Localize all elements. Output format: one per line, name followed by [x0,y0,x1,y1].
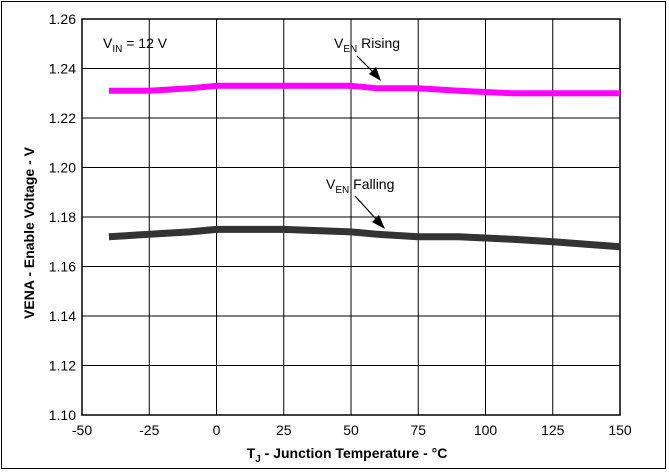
plot-area [81,18,621,416]
series-label-falling: VEN Falling [326,176,394,196]
x-tick-label: 75 [410,422,426,438]
x-tick-label: 150 [608,422,632,438]
series-line-falling [108,225,621,251]
y-tick-label: 1.12 [49,358,76,374]
x-tick-label: 100 [474,422,498,438]
x-tick-label: 25 [276,422,292,438]
y-tick-label: 1.10 [49,407,76,423]
series-lines [108,82,621,251]
x-tick-label: 125 [541,422,565,438]
x-tick-label: 50 [343,422,359,438]
arrow-rising [356,55,381,81]
y-tick-label: 1.24 [49,61,76,77]
y-axis-title: VENA - Enable Voltage - V [21,146,37,319]
series-line-rising [108,82,620,97]
y-tick-label: 1.20 [49,160,76,176]
y-tick-label: 1.16 [49,259,76,275]
x-tick-label: 0 [213,422,221,438]
grid [81,18,621,416]
series-label-rising: VEN Rising [334,35,400,55]
y-tick-label: 1.14 [49,308,76,324]
y-tick-label: 1.18 [49,209,76,225]
y-tick-label: 1.22 [49,110,76,126]
x-tick-labels: -50 -25 0 25 50 75 100 125 150 [72,422,632,438]
x-tick-label: -50 [72,422,92,438]
arrow-falling [354,195,385,229]
condition-label: VIN = 12 V [103,35,168,55]
x-axis-title: TJ - Junction Temperature - °C [247,445,448,465]
x-tick-label: -25 [139,422,159,438]
y-tick-labels: 1.10 1.12 1.14 1.16 1.18 1.20 1.22 1.24 1.26 [49,11,76,423]
y-tick-label: 1.26 [49,11,76,27]
